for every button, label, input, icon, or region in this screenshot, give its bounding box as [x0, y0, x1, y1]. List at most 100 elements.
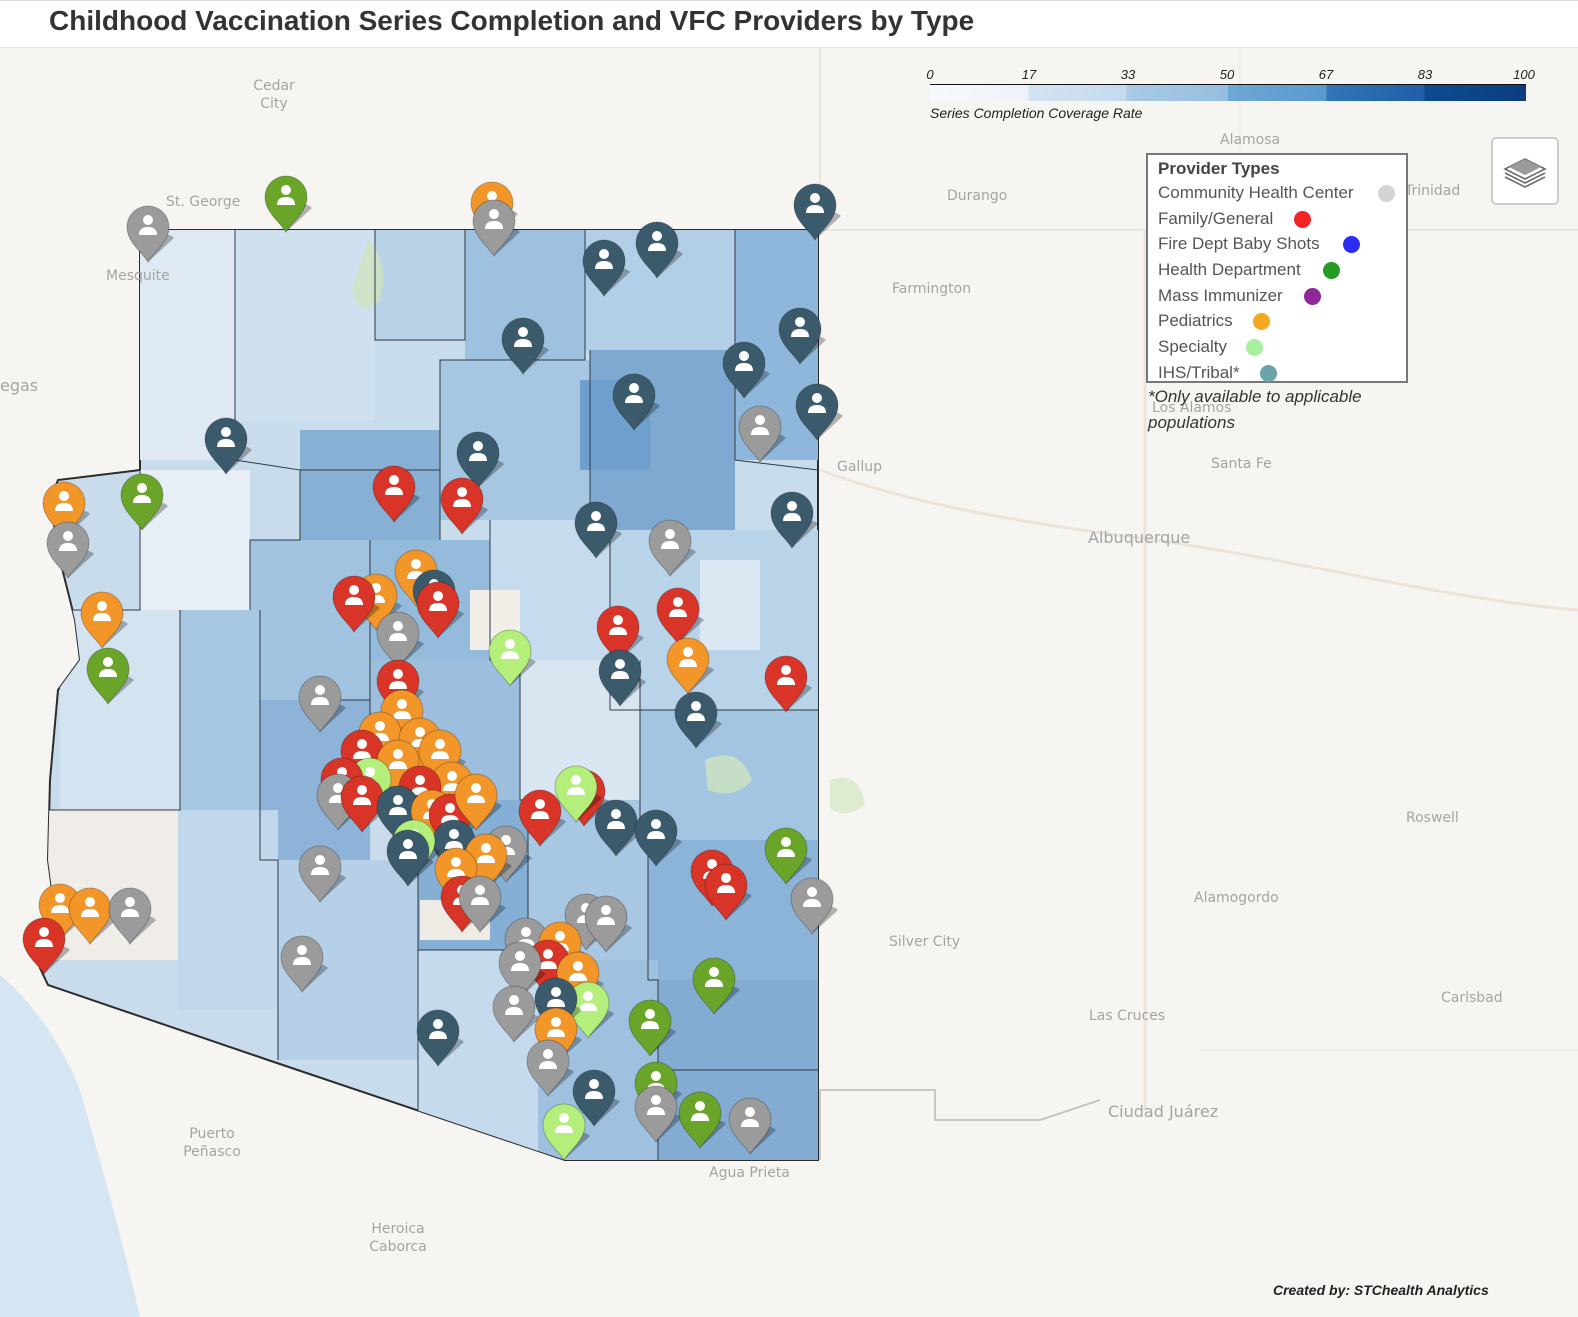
provider-marker-ihs-tribal[interactable] — [204, 417, 252, 475]
provider-marker-ihs-tribal[interactable] — [582, 239, 630, 297]
provider-marker-community-health-center[interactable] — [738, 405, 786, 463]
colorbar-label: Series Completion Coverage Rate — [930, 105, 1143, 121]
provider-marker-ihs-tribal[interactable] — [594, 799, 642, 857]
provider-marker-community-health-center[interactable] — [108, 887, 156, 945]
provider-marker-community-health-center[interactable] — [492, 985, 540, 1043]
layers-control-button[interactable] — [1491, 137, 1559, 205]
provider-marker-family-general[interactable] — [764, 655, 812, 713]
provider-marker-community-health-center[interactable] — [584, 895, 632, 953]
gulf-water — [0, 975, 140, 1317]
place-label: Heroica Caborca — [369, 1221, 427, 1255]
provider-marker-family-general[interactable] — [416, 581, 464, 639]
provider-marker-specialty[interactable] — [488, 629, 536, 687]
place-label: Roswell — [1406, 810, 1459, 826]
legend-swatch — [1260, 364, 1277, 382]
legend-swatch — [1323, 262, 1340, 280]
provider-marker-community-health-center[interactable] — [728, 1097, 776, 1155]
provider-marker-health-department[interactable] — [628, 999, 676, 1057]
provider-marker-ihs-tribal[interactable] — [778, 307, 826, 365]
provider-marker-health-department[interactable] — [764, 827, 812, 885]
provider-marker-health-department[interactable] — [678, 1091, 726, 1149]
provider-marker-specialty[interactable] — [566, 981, 614, 1039]
provider-marker-family-general[interactable] — [332, 575, 380, 633]
us-mexico-border — [819, 1089, 1101, 1160]
provider-marker-pediatrics[interactable] — [454, 773, 502, 831]
provider-marker-community-health-center[interactable] — [458, 875, 506, 933]
place-label: Trinidad — [1405, 183, 1461, 199]
legend-footnote: *Only available to applicable population… — [1148, 387, 1362, 432]
provider-marker-community-health-center[interactable] — [648, 519, 696, 577]
provider-marker-health-department[interactable] — [86, 647, 134, 705]
provider-marker-ihs-tribal[interactable] — [456, 431, 504, 489]
provider-marker-family-general[interactable] — [22, 917, 70, 975]
place-label: Alamogordo — [1194, 890, 1279, 906]
provider-marker-ihs-tribal[interactable] — [598, 649, 646, 707]
place-label: Mesquite — [106, 268, 170, 284]
provider-marker-community-health-center[interactable] — [298, 845, 346, 903]
legend-item-label: Health Department — [1158, 260, 1301, 280]
provider-marker-community-health-center[interactable] — [376, 611, 424, 669]
provider-marker-community-health-center[interactable] — [280, 935, 328, 993]
legend-swatch — [1304, 287, 1321, 305]
provider-marker-community-health-center[interactable] — [526, 1039, 574, 1097]
legend-item-label: Specialty — [1158, 337, 1227, 357]
provider-marker-ihs-tribal[interactable] — [386, 829, 434, 887]
provider-marker-ihs-tribal[interactable] — [722, 341, 770, 399]
provider-marker-community-health-center[interactable] — [472, 199, 520, 257]
place-label: Carlsbad — [1441, 990, 1503, 1006]
provider-marker-pediatrics[interactable] — [80, 591, 128, 649]
provider-marker-ihs-tribal[interactable] — [612, 373, 660, 431]
colorbar: 0 17 33 50 67 83 100 Series Completion C… — [926, 67, 1535, 125]
colorbar-tick: 83 — [1417, 67, 1433, 82]
provider-marker-family-general[interactable] — [440, 477, 488, 535]
provider-marker-ihs-tribal[interactable] — [634, 809, 682, 867]
provider-marker-ihs-tribal[interactable] — [795, 383, 843, 441]
provider-marker-pediatrics[interactable] — [68, 887, 116, 945]
place-label: Puerto Peñasco — [183, 1126, 241, 1160]
map[interactable]: Cedar City St. George Mesquite Durango F… — [0, 47, 1578, 1317]
legend-item-fire-dept-baby-shots: Fire Dept Baby Shots — [1158, 231, 1396, 257]
provider-marker-ihs-tribal[interactable] — [416, 1009, 464, 1067]
legend-swatch — [1294, 210, 1311, 228]
provider-marker-family-general[interactable] — [704, 863, 752, 921]
place-label: Gallup — [837, 459, 882, 475]
forest-patch — [705, 755, 752, 794]
place-label: egas — [0, 376, 39, 395]
legend-item-mass-immunizer: Mass Immunizer — [1158, 283, 1396, 309]
provider-marker-ihs-tribal[interactable] — [793, 183, 841, 241]
provider-marker-ihs-tribal[interactable] — [770, 491, 818, 549]
colorbar-tick: 17 — [1021, 67, 1037, 82]
provider-marker-ihs-tribal[interactable] — [635, 221, 683, 279]
forest-patch — [830, 777, 865, 814]
legend-item-health-department: Health Department — [1158, 257, 1396, 283]
place-label: Los Alamos — [1152, 400, 1232, 416]
provider-marker-health-department[interactable] — [692, 957, 740, 1015]
provider-marker-community-health-center[interactable] — [46, 521, 94, 579]
provider-marker-specialty[interactable] — [554, 765, 602, 823]
legend-item-specialty: Specialty — [1158, 334, 1396, 360]
provider-marker-community-health-center[interactable] — [498, 941, 546, 999]
legend: Provider Types Community Health Center F… — [1146, 153, 1408, 383]
provider-marker-ihs-tribal[interactable] — [501, 317, 549, 375]
legend-title: Provider Types — [1158, 159, 1280, 178]
provider-marker-community-health-center[interactable] — [298, 675, 346, 733]
provider-marker-pediatrics[interactable] — [666, 637, 714, 695]
provider-marker-family-general[interactable] — [372, 465, 420, 523]
colorbar-tick: 0 — [926, 67, 934, 82]
colorbar-tick: 50 — [1219, 67, 1235, 82]
colorbar-tick: 100 — [1513, 67, 1535, 82]
provider-marker-ihs-tribal[interactable] — [674, 691, 722, 749]
provider-marker-ihs-tribal[interactable] — [574, 501, 622, 559]
provider-marker-family-general[interactable] — [518, 789, 566, 847]
provider-marker-specialty[interactable] — [542, 1103, 590, 1161]
place-label: Agua Prieta — [709, 1165, 790, 1181]
provider-marker-health-department[interactable] — [264, 175, 312, 233]
provider-marker-community-health-center[interactable] — [790, 877, 838, 935]
provider-marker-family-general[interactable] — [656, 587, 704, 645]
provider-marker-community-health-center[interactable] — [126, 205, 174, 263]
provider-marker-ihs-tribal[interactable] — [572, 1069, 620, 1127]
legend-item-ihs-tribal: IHS/Tribal* — [1158, 360, 1396, 386]
legend-item-community-health-center: Community Health Center — [1158, 180, 1396, 206]
provider-marker-health-department[interactable] — [120, 473, 168, 531]
provider-marker-community-health-center[interactable] — [634, 1085, 682, 1143]
